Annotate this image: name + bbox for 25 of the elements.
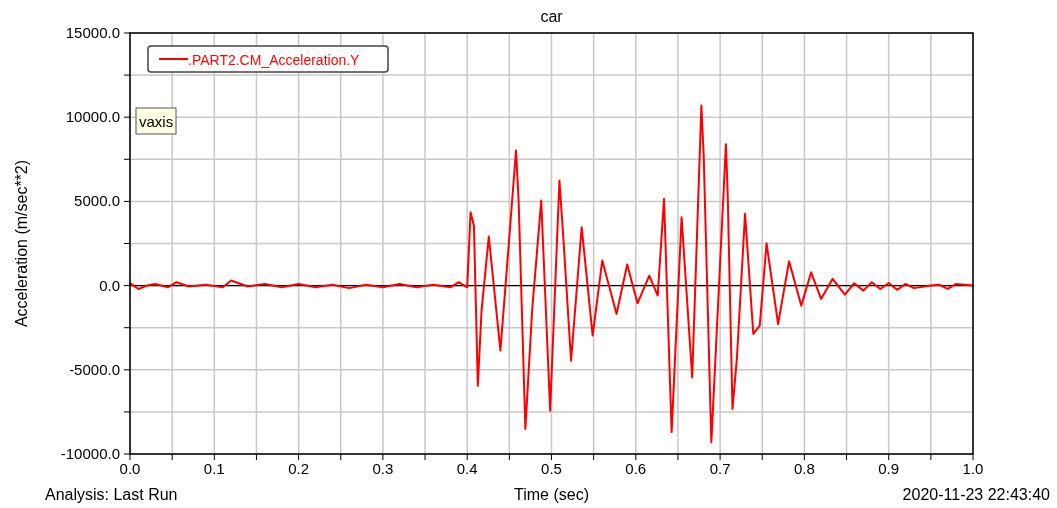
x-tick-label: 0.8 (793, 460, 815, 477)
y-tick-label: 15000.0 (65, 24, 120, 41)
x-tick-label: 0.9 (878, 460, 900, 477)
chart-title: car (540, 8, 564, 25)
legend-label: .PART2.CM_Acceleration.Y (188, 52, 361, 68)
annotation: vaxis (139, 113, 174, 130)
x-tick-label: 0.4 (456, 460, 478, 477)
x-tick-label: 0.5 (541, 460, 562, 477)
y-tick-label: 5000.0 (74, 192, 120, 210)
y-tick-label: 0.0 (99, 276, 120, 294)
x-axis-title: Time (sec) (514, 486, 589, 503)
text: Analysis: Last Run (45, 486, 178, 503)
x-tick-label: 0.6 (625, 460, 647, 477)
x-tick-label: 0.0 (119, 460, 141, 477)
x-tick-label: 0.3 (372, 460, 394, 477)
text: 2020-11-23 22:43:40 (902, 486, 1051, 503)
x-tick-label: 1.0 (962, 460, 984, 477)
y-tick-label: -10000.0 (60, 445, 120, 462)
x-tick-label: 0.1 (203, 460, 225, 477)
tooltip-box: vaxis (135, 107, 177, 135)
y-axis-title: Acceleration (m/sec**2) (13, 159, 30, 328)
x-tick-label: 0.2 (288, 460, 310, 477)
y-tick-label: 10000.0 (65, 108, 120, 126)
x-tick-label: 0.7 (709, 460, 731, 477)
y-tick-label: -5000.0 (69, 360, 120, 378)
